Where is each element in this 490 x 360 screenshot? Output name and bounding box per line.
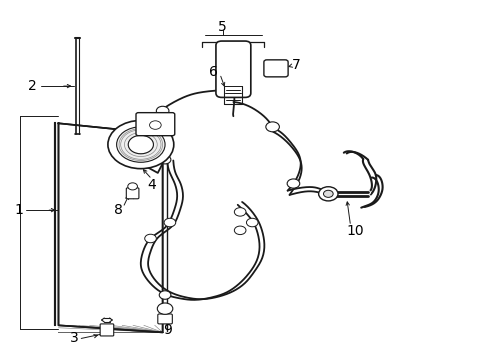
- Polygon shape: [58, 123, 163, 332]
- Circle shape: [156, 106, 169, 116]
- FancyBboxPatch shape: [264, 60, 288, 77]
- Circle shape: [108, 121, 174, 168]
- Text: 7: 7: [292, 58, 300, 72]
- Circle shape: [159, 156, 171, 164]
- Circle shape: [234, 208, 246, 216]
- Text: 1: 1: [14, 203, 23, 217]
- Circle shape: [323, 190, 333, 197]
- Circle shape: [318, 187, 338, 201]
- FancyBboxPatch shape: [216, 41, 251, 98]
- Circle shape: [287, 179, 300, 188]
- Text: 4: 4: [147, 177, 156, 192]
- Circle shape: [128, 135, 153, 154]
- Circle shape: [128, 183, 138, 190]
- Circle shape: [246, 218, 258, 227]
- Circle shape: [234, 226, 246, 235]
- FancyBboxPatch shape: [158, 314, 172, 324]
- Text: 3: 3: [70, 332, 78, 346]
- Circle shape: [164, 218, 176, 227]
- FancyBboxPatch shape: [100, 324, 114, 336]
- Circle shape: [149, 121, 161, 129]
- FancyBboxPatch shape: [136, 113, 175, 136]
- Text: 6: 6: [209, 65, 218, 79]
- Circle shape: [145, 234, 156, 243]
- Circle shape: [117, 127, 165, 162]
- Circle shape: [157, 303, 173, 314]
- Text: 2: 2: [28, 79, 37, 93]
- Circle shape: [266, 122, 279, 132]
- Text: 10: 10: [346, 224, 364, 238]
- FancyBboxPatch shape: [126, 188, 139, 199]
- Text: 5: 5: [219, 20, 227, 34]
- Circle shape: [159, 291, 171, 299]
- Text: 8: 8: [114, 203, 122, 217]
- Text: 9: 9: [163, 323, 172, 337]
